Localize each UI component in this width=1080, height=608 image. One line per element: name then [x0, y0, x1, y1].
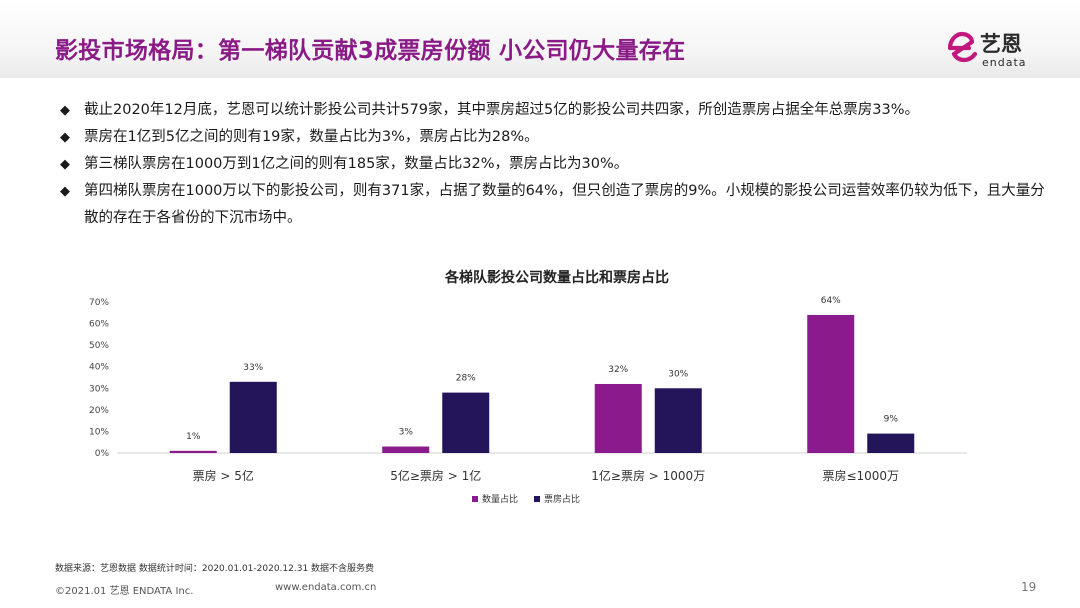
bullet-text: 截止2020年12月底，艺恩可以统计影投公司共计579家，其中票房超过5亿的影投…	[84, 102, 919, 118]
data-label: 32%	[608, 365, 628, 375]
x-tick-label: 5亿≥票房 > 1亿	[390, 468, 481, 483]
y-tick-label: 10%	[89, 427, 109, 437]
bar	[594, 383, 642, 453]
bar	[807, 314, 855, 453]
data-label: 9%	[884, 415, 899, 425]
page-number: 19	[1021, 580, 1037, 594]
bullet-item: ◆ 第四梯队票房在1000万以下的影投公司，则有371家，占据了数量的64%，但…	[60, 178, 1050, 232]
bullet-text: 第四梯队票房在1000万以下的影投公司，则有371家，占据了数量的64%，但只创…	[84, 183, 1045, 226]
x-tick-label: 票房≤1000万	[822, 468, 899, 483]
data-label: 28%	[456, 374, 476, 384]
y-tick-label: 40%	[89, 363, 109, 373]
logo-text-en: endata	[982, 56, 1027, 69]
diamond-icon: ◆	[60, 103, 70, 118]
legend-label: 票房占比	[544, 493, 580, 505]
page-title: 影投市场格局：第一梯队贡献3成票房份额 小公司仍大量存在	[55, 38, 686, 64]
data-label: 33%	[243, 363, 263, 373]
bar-chart: 各梯队影投公司数量占比和票房占比 0% 10% 20% 30% 40% 50% 60% 70% 1…	[55, 255, 1055, 525]
bar	[169, 450, 217, 453]
bar	[442, 392, 490, 453]
bullet-item: ◆ 截止2020年12月底，艺恩可以统计影投公司共计579家，其中票房超过5亿的…	[60, 97, 1050, 124]
header-band	[0, 0, 1080, 78]
chart-title: 各梯队影投公司数量占比和票房占比	[444, 269, 669, 286]
data-label: 64%	[821, 296, 841, 306]
diamond-icon: ◆	[60, 157, 70, 172]
data-label: 1%	[186, 432, 201, 442]
y-tick-label: 0%	[95, 449, 110, 459]
data-source-note: 数据来源：艺恩数据 数据统计时间：2020.01.01-2020.12.31 数…	[55, 564, 375, 574]
diamond-icon: ◆	[60, 184, 70, 199]
bullet-item: ◆ 票房在1亿到5亿之间的则有19家，数量占比为3%，票房占比为28%。	[60, 124, 1050, 151]
website-url: www.endata.com.cn	[275, 582, 377, 593]
y-tick-label: 60%	[89, 320, 109, 330]
bar	[229, 381, 277, 453]
bar	[867, 433, 915, 453]
bullet-text: 票房在1亿到5亿之间的则有19家，数量占比为3%，票房占比为28%。	[84, 129, 539, 145]
x-tick-label: 票房 > 5亿	[193, 468, 254, 483]
legend-swatch	[472, 496, 478, 502]
bullet-list: ◆ 截止2020年12月底，艺恩可以统计影投公司共计579家，其中票房超过5亿的…	[60, 97, 1050, 232]
diamond-icon: ◆	[60, 130, 70, 145]
y-tick-label: 30%	[89, 384, 109, 394]
bar	[382, 446, 430, 453]
data-label: 30%	[668, 369, 688, 379]
data-label: 3%	[399, 428, 414, 438]
y-tick-label: 70%	[89, 298, 109, 308]
y-tick-label: 50%	[89, 341, 109, 351]
bullet-text: 第三梯队票房在1000万到1亿之间的则有185家，数量占比32%，票房占比为30…	[84, 156, 629, 172]
endata-logo-icon	[947, 31, 978, 63]
y-tick-label: 20%	[89, 406, 109, 416]
x-tick-label: 1亿≥票房 > 1000万	[591, 468, 705, 483]
legend-label: 数量占比	[482, 493, 518, 505]
chart-svg: 各梯队影投公司数量占比和票房占比 0% 10% 20% 30% 40% 50% 60% 70% 1…	[89, 269, 967, 505]
bar	[654, 388, 702, 453]
logo-text-cn: 艺恩	[980, 32, 1022, 56]
copyright-text: ©2021.01 艺恩 ENDATA Inc.	[55, 586, 194, 597]
legend-swatch	[534, 496, 540, 502]
bullet-item: ◆ 第三梯队票房在1000万到1亿之间的则有185家，数量占比32%，票房占比为…	[60, 151, 1050, 178]
brand-logo: 艺恩 endata	[942, 26, 1052, 76]
